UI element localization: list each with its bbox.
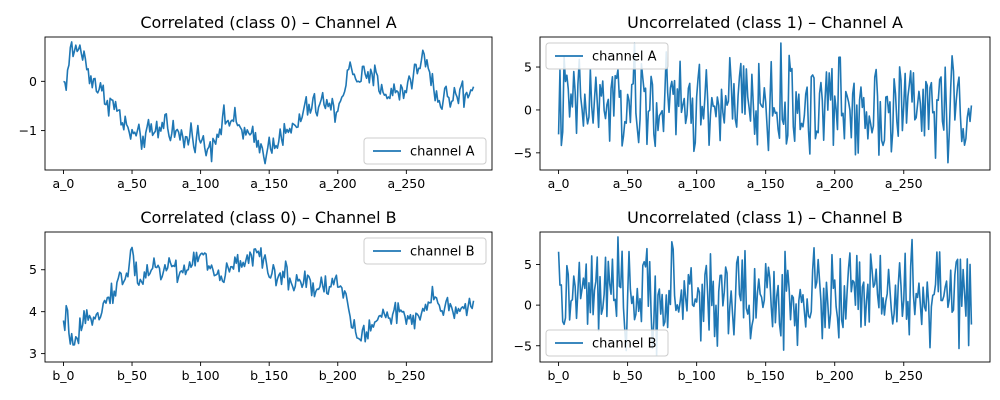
chart-title: Correlated (class 0) – Channel A [140, 13, 396, 32]
x-tick-label: a_50 [117, 176, 147, 191]
legend-frame [363, 137, 487, 165]
y-tick-label: 0 [29, 74, 37, 89]
y-tick-label: 5 [524, 257, 532, 272]
x-tick-label: a_100 [678, 176, 716, 191]
x-tick-label: a_50 [613, 176, 643, 191]
series-line-channel-B [557, 236, 973, 357]
legend-label: channel A [592, 50, 657, 65]
x-tick-label: a_150 [250, 176, 288, 191]
legend-frame [545, 329, 669, 357]
y-tick-label: 3 [29, 346, 37, 361]
y-tick-label: 5 [29, 262, 37, 277]
x-tick-label: b_200 [816, 368, 854, 383]
legend: channel B [363, 237, 487, 265]
y-tick-label: 0 [524, 298, 532, 313]
series-line-channel-A [557, 42, 973, 164]
plot-frame [539, 231, 991, 363]
x-tick-label: a_200 [816, 176, 854, 191]
x-tick-label: b_200 [319, 368, 357, 383]
plot-frame [539, 36, 991, 171]
legend: channel B [545, 329, 669, 357]
legend: channel A [363, 137, 487, 165]
x-tick-label: a_0 [53, 176, 75, 191]
x-tick-label: b_0 [548, 368, 570, 383]
x-tick-label: b_150 [747, 368, 785, 383]
chart-panel-4: Uncorrelated (class 1) – Channel B b_0 b_5… [514, 208, 991, 383]
x-tick-label: b_250 [885, 368, 923, 383]
x-tick-label: b_50 [117, 368, 147, 383]
legend-label: channel A [410, 145, 475, 160]
chart-panel-2: Uncorrelated (class 1) – Channel A a_0 a_5… [514, 13, 991, 191]
legend: channel A [545, 42, 669, 70]
plot-frame [44, 231, 493, 363]
x-tick-label: a_150 [747, 176, 785, 191]
y-tick-label: −1 [19, 123, 37, 138]
y-tick-label: −5 [514, 338, 532, 353]
legend-frame [545, 42, 669, 70]
plot-frame [44, 36, 493, 171]
x-tick-label: a_200 [319, 176, 357, 191]
chart-panel-1: Correlated (class 0) – Channel A a_0 a_50 a… [19, 13, 493, 191]
x-tick-label: b_100 [678, 368, 716, 383]
y-tick-label: 4 [29, 304, 37, 319]
x-tick-label: b_100 [182, 368, 220, 383]
x-tick-label: a_250 [387, 176, 425, 191]
series-line-channel-A [63, 41, 475, 165]
chart-title: Uncorrelated (class 1) – Channel B [627, 208, 903, 227]
x-tick-label: a_0 [548, 176, 570, 191]
x-tick-label: a_250 [885, 176, 923, 191]
series-line-channel-B [62, 246, 475, 346]
legend-frame [363, 237, 487, 265]
chart-panel-3: Correlated (class 0) – Channel B b_0 b_50 b… [29, 208, 493, 383]
x-tick-label: b_150 [250, 368, 288, 383]
y-tick-label: −5 [514, 145, 532, 160]
chart-title: Correlated (class 0) – Channel B [140, 208, 396, 227]
legend-label: channel B [410, 245, 475, 260]
y-tick-label: 5 [524, 60, 532, 75]
legend-label: channel B [592, 337, 657, 352]
x-tick-label: b_250 [387, 368, 425, 383]
x-tick-label: b_50 [613, 368, 643, 383]
chart-title: Uncorrelated (class 1) – Channel A [627, 13, 903, 32]
x-tick-label: a_100 [182, 176, 220, 191]
x-tick-label: b_0 [52, 368, 74, 383]
y-tick-label: 0 [524, 102, 532, 117]
